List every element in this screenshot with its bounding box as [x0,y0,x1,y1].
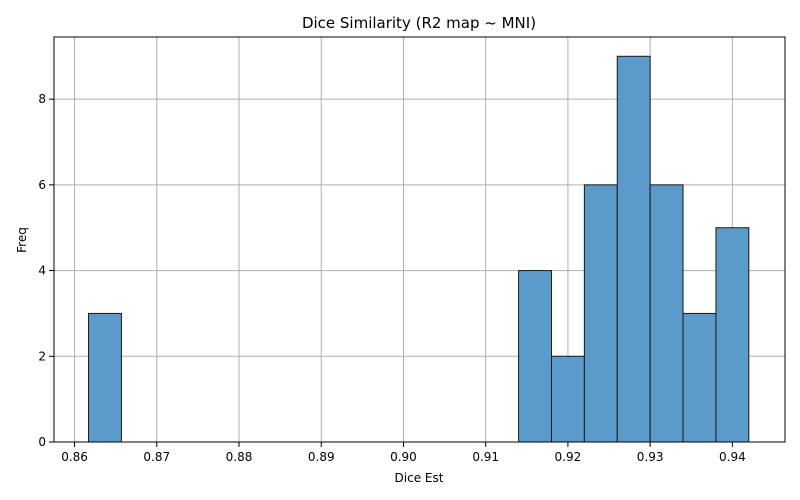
histogram-bar [88,312,122,443]
x-axis-label: Dice Est [395,471,444,485]
histogram-bar [682,312,717,443]
x-tick-label: 0.88 [226,450,253,464]
x-tick-label: 0.89 [308,450,335,464]
x-tick-label: 0.86 [61,450,88,464]
histogram-bar [649,184,684,443]
histogram-bar [550,355,585,443]
x-tick-label: 0.92 [555,450,582,464]
y-tick-label: 6 [38,178,46,192]
y-tick-label: 0 [38,435,46,449]
y-tick-label: 8 [38,92,46,106]
x-tick-label: 0.90 [390,450,417,464]
histogram-bar [583,184,618,443]
histogram-bars [88,55,750,443]
x-axis-ticks: 0.86 0.87 0.88 0.89 0.90 0.91 0.92 0.93 0.94 [61,442,746,464]
chart-title: Dice Similarity (R2 map ~ MNI) [302,14,536,32]
x-tick-label: 0.91 [472,450,499,464]
histogram-bar [715,227,750,443]
x-tick-label: 0.87 [143,450,170,464]
y-axis-ticks: 0 2 4 6 8 [38,92,54,449]
x-tick-label: 0.93 [637,450,664,464]
plot-frame [53,36,786,443]
y-tick-label: 2 [38,349,46,363]
histogram-bar [518,270,552,443]
y-axis-label: Freq [15,227,29,253]
x-tick-label: 0.94 [719,450,746,464]
y-tick-label: 4 [38,264,46,278]
histogram-bar [616,55,651,443]
